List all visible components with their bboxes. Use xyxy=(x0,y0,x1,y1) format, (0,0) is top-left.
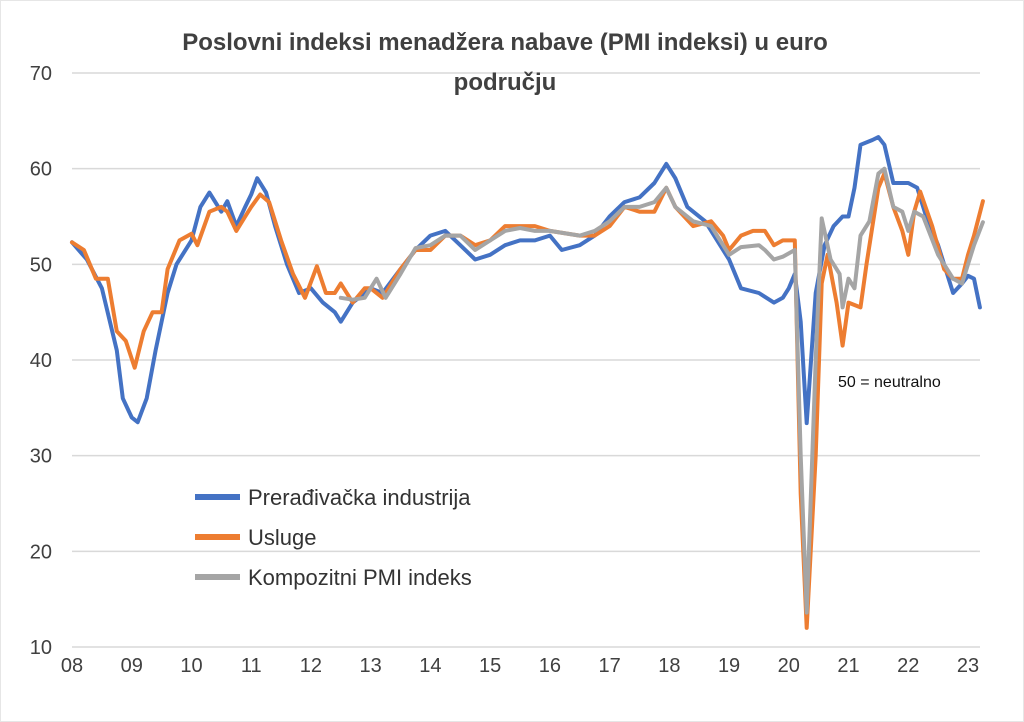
y-tick-label: 30 xyxy=(30,446,52,468)
x-tick-label: 08 xyxy=(61,655,83,677)
x-tick-label: 18 xyxy=(658,655,680,677)
neutral-annotation: 50 = neutralno xyxy=(838,374,941,391)
x-tick-label: 14 xyxy=(419,655,441,677)
x-tick-label: 09 xyxy=(121,655,143,677)
y-tick-label: 10 xyxy=(30,637,52,659)
x-tick-label: 20 xyxy=(778,655,800,677)
series-line-manufacturing xyxy=(70,135,982,426)
series-line-services xyxy=(70,171,985,630)
legend-label-services: Usluge xyxy=(248,525,316,550)
x-tick-label: 10 xyxy=(180,655,202,677)
y-tick-label: 20 xyxy=(30,541,52,563)
x-tick-label: 19 xyxy=(718,655,740,677)
y-tick-label: 70 xyxy=(30,63,52,85)
x-tick-label: 13 xyxy=(360,655,382,677)
x-tick-label: 17 xyxy=(598,655,620,677)
legend-label-composite: Kompozitni PMI indeks xyxy=(248,565,472,590)
chart-title-line-2: području xyxy=(454,69,557,96)
x-tick-label: 15 xyxy=(479,655,501,677)
x-axis-ticks: 08 09 10 11 12 13 14 15 16 17 18 19 20 21 22 23 xyxy=(61,655,979,677)
legend-label-manufacturing: Prerađivačka industrija xyxy=(248,485,471,510)
x-tick-label: 11 xyxy=(241,655,262,677)
y-tick-label: 60 xyxy=(30,159,52,181)
series-lines xyxy=(70,135,985,630)
legend: Prerađivačka industrija Usluge Kompozitn… xyxy=(195,485,472,590)
x-tick-label: 22 xyxy=(897,655,919,677)
x-tick-label: 12 xyxy=(300,655,322,677)
gridlines xyxy=(72,72,980,648)
chart-title-line-1: Poslovni indeksi menadžera nabave (PMI i… xyxy=(182,29,828,56)
series-line-composite xyxy=(338,166,985,615)
y-tick-label: 40 xyxy=(30,350,52,372)
x-tick-label: 21 xyxy=(837,655,859,677)
x-tick-label: 23 xyxy=(957,655,979,677)
y-tick-label: 50 xyxy=(30,254,52,276)
x-tick-label: 16 xyxy=(539,655,561,677)
y-axis-ticks: 10 20 30 40 50 60 70 xyxy=(30,63,52,659)
